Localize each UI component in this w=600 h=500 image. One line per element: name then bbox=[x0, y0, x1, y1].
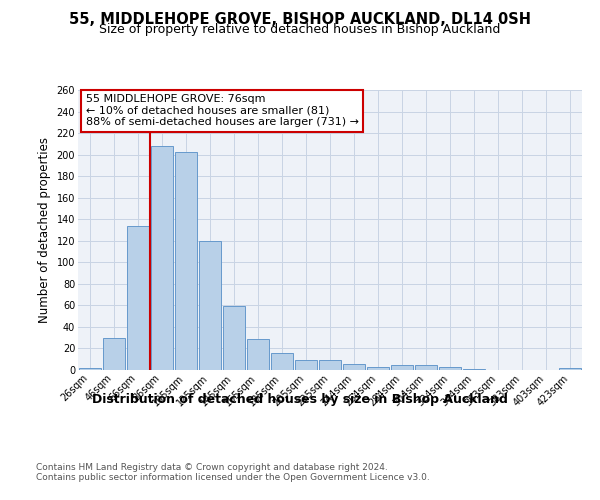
Bar bbox=[415, 364, 437, 370]
Text: Distribution of detached houses by size in Bishop Auckland: Distribution of detached houses by size … bbox=[92, 392, 508, 406]
Bar bbox=[223, 306, 245, 370]
Bar bbox=[199, 241, 221, 370]
Bar bbox=[151, 146, 173, 370]
Bar bbox=[367, 367, 389, 370]
Bar bbox=[103, 338, 125, 370]
Bar bbox=[271, 353, 293, 370]
Bar bbox=[247, 339, 269, 370]
Y-axis label: Number of detached properties: Number of detached properties bbox=[38, 137, 51, 323]
Text: Size of property relative to detached houses in Bishop Auckland: Size of property relative to detached ho… bbox=[100, 22, 500, 36]
Bar bbox=[463, 369, 485, 370]
Text: 55 MIDDLEHOPE GROVE: 76sqm
← 10% of detached houses are smaller (81)
88% of semi: 55 MIDDLEHOPE GROVE: 76sqm ← 10% of deta… bbox=[86, 94, 359, 128]
Bar bbox=[295, 360, 317, 370]
Bar bbox=[439, 367, 461, 370]
Bar bbox=[391, 364, 413, 370]
Bar bbox=[175, 152, 197, 370]
Bar bbox=[127, 226, 149, 370]
Text: 55, MIDDLEHOPE GROVE, BISHOP AUCKLAND, DL14 0SH: 55, MIDDLEHOPE GROVE, BISHOP AUCKLAND, D… bbox=[69, 12, 531, 28]
Bar bbox=[559, 368, 581, 370]
Bar bbox=[79, 368, 101, 370]
Text: Contains HM Land Registry data © Crown copyright and database right 2024.
Contai: Contains HM Land Registry data © Crown c… bbox=[36, 462, 430, 482]
Bar bbox=[319, 360, 341, 370]
Bar bbox=[343, 364, 365, 370]
